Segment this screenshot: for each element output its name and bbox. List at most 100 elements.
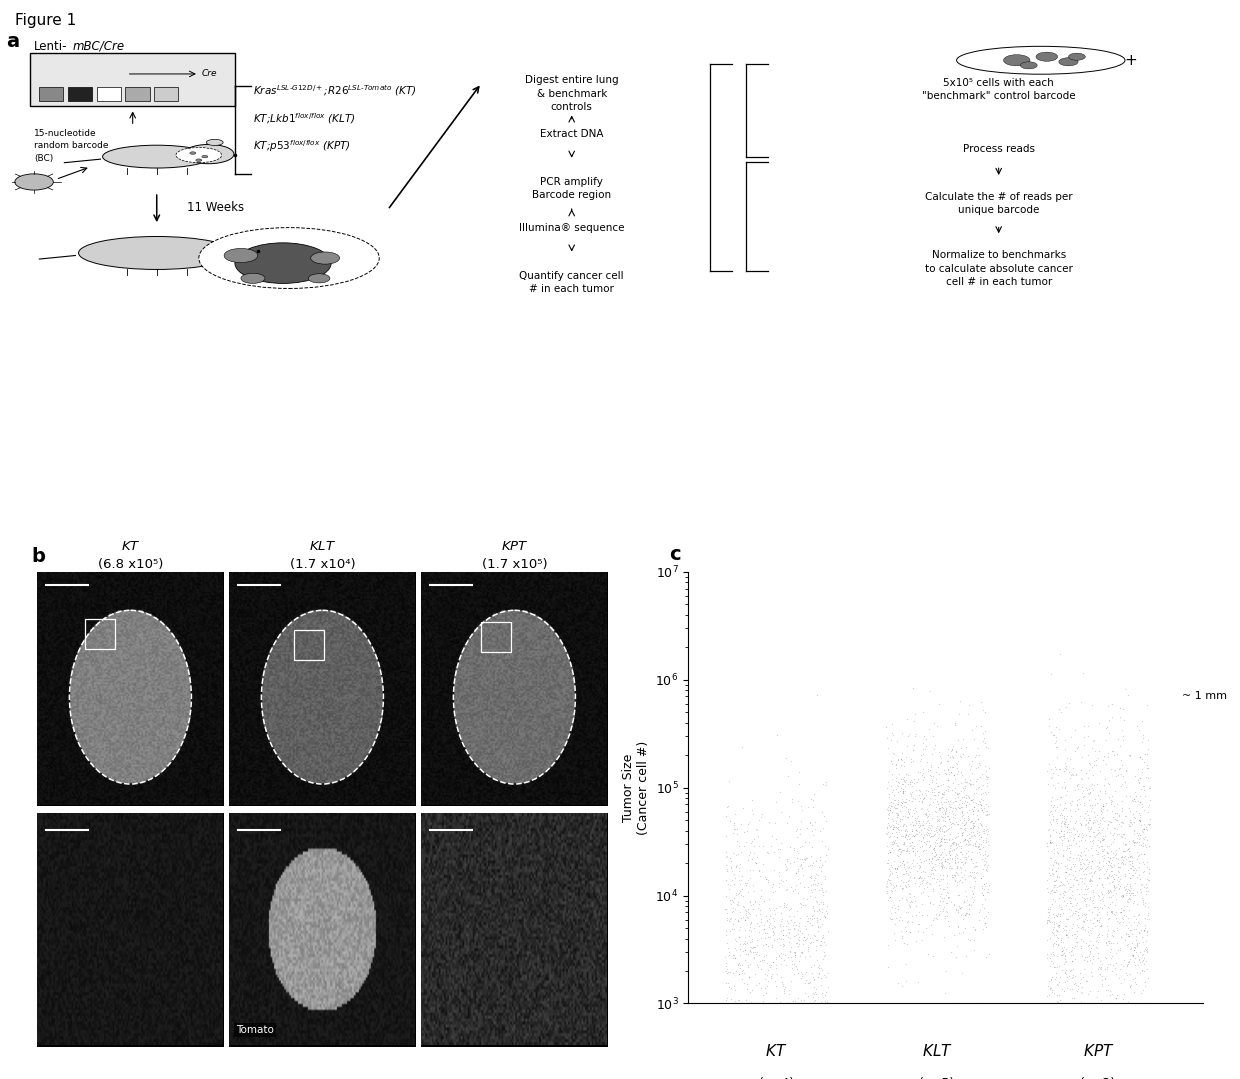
Point [801,870,821,887]
Point [1104,820,1123,837]
Point [1052,822,1071,839]
Point [780,838,800,856]
Point [1059,851,1079,869]
Point [942,800,962,817]
Point [790,858,810,875]
Point [970,837,990,855]
Point [887,781,906,798]
Point [901,792,921,809]
Point [1112,901,1132,918]
Point [939,860,959,877]
Point [1112,756,1132,774]
Point [1135,828,1154,845]
Point [1054,807,1074,824]
Point [972,792,992,809]
Point [1133,830,1153,847]
Point [723,995,743,1012]
Point [936,791,956,808]
Point [1045,719,1065,736]
Text: a: a [6,32,20,52]
Point [939,795,959,812]
Point [1133,893,1153,911]
Point [724,889,744,906]
Text: (n=3): (n=3) [1080,1077,1116,1079]
Point [724,816,744,833]
Point [914,924,934,941]
Point [939,917,959,934]
Point [885,860,905,877]
Point [1101,835,1121,852]
Point [1102,803,1122,820]
Point [884,798,904,816]
Point [928,812,947,830]
Point [939,810,959,828]
Point [956,848,976,865]
Point [1115,836,1135,853]
Point [1100,849,1120,866]
Point [923,845,942,862]
Point [880,862,900,879]
Point [895,876,915,893]
Point [918,887,937,904]
Point [1095,870,1115,887]
Point [758,925,777,942]
Point [718,939,738,956]
Point [973,724,993,741]
Point [1065,938,1085,955]
Point [729,862,749,879]
Point [1038,909,1058,926]
Point [718,995,738,1012]
Point [1038,762,1058,779]
Point [1065,802,1085,819]
Point [1047,823,1066,841]
Point [1047,927,1066,944]
Point [1097,995,1117,1012]
Point [755,907,775,925]
Point [976,722,996,739]
Point [1120,966,1140,983]
Point [887,806,906,823]
Point [1073,947,1092,965]
Point [1069,861,1089,878]
Point [732,739,751,756]
Point [748,958,768,975]
Point [1086,845,1106,862]
Point [1131,870,1151,887]
Point [1044,726,1064,743]
Point [924,823,944,841]
Point [1043,935,1063,953]
Point [749,946,769,964]
Point [1074,728,1094,746]
Point [909,877,929,894]
Point [955,883,975,900]
Point [977,806,997,823]
Point [885,819,905,836]
Point [727,886,746,903]
Point [1099,870,1118,887]
Point [1052,900,1071,917]
Point [965,837,985,855]
Point [1090,833,1110,850]
Point [1120,995,1140,1012]
Point [918,945,937,962]
Point [935,852,955,870]
Point [795,917,815,934]
Point [879,788,899,805]
Point [954,833,973,850]
Point [971,817,991,834]
Point [1137,940,1157,957]
Point [1081,892,1101,910]
Point [934,841,954,858]
Point [816,984,836,1001]
Point [794,850,813,868]
Point [761,968,781,985]
Point [921,783,941,801]
Point [1112,793,1132,810]
Point [918,878,937,896]
Point [949,776,968,793]
Point [1094,858,1114,875]
Point [930,802,950,819]
Point [789,995,808,1012]
Point [734,974,754,992]
Point [925,856,945,873]
